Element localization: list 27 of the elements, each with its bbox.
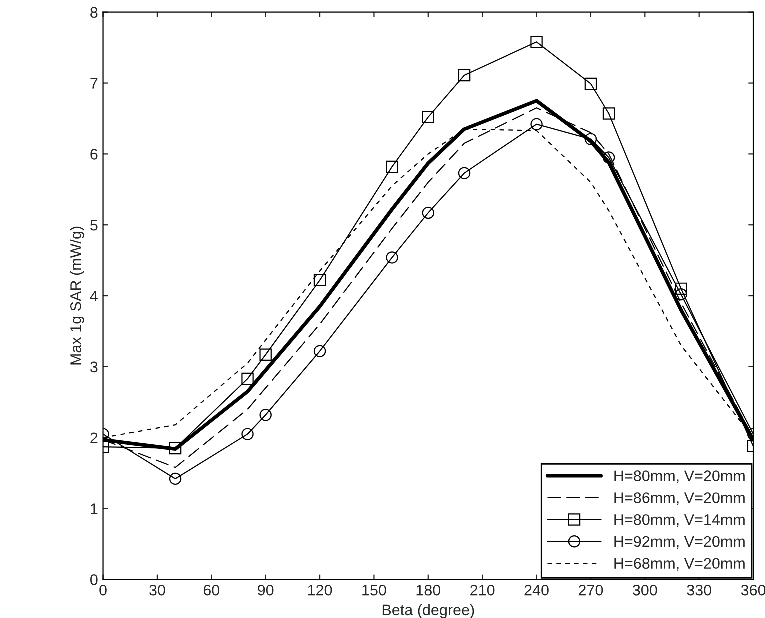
x-tick-label: 90	[258, 584, 274, 596]
y-tick-label: 3	[90, 362, 98, 373]
y-tick-label: 6	[90, 149, 98, 160]
legend-label: H=80mm, V=14mm	[614, 514, 745, 528]
y-axis-title: Max 1g SAR (mW/g)	[70, 226, 84, 365]
x-tick-label: 30	[150, 584, 166, 596]
y-tick-label: 8	[90, 7, 98, 18]
y-tick-label: 1	[91, 504, 98, 514]
y-tick-label: 0	[90, 574, 98, 586]
legend-label: H=86mm, V=20mm	[614, 492, 745, 506]
y-tick-label: 2	[90, 432, 98, 444]
x-tick-label: 240	[524, 584, 549, 596]
x-tick-label: 120	[308, 584, 332, 596]
legend-label: H=92mm, V=20mm	[614, 536, 745, 549]
y-tick-label: 5	[90, 220, 98, 231]
x-tick-label: 0	[100, 584, 107, 596]
x-tick-label: 150	[362, 584, 386, 596]
legend-label: H=68mm, V=20mm	[614, 558, 745, 571]
x-tick-label: 300	[632, 584, 658, 596]
x-tick-label: 270	[578, 584, 604, 596]
y-tick-label: 7	[90, 78, 98, 89]
x-tick-label: 60	[204, 584, 220, 596]
legend-label: H=80mm, V=20mm	[614, 470, 745, 484]
x-tick-label: 180	[416, 584, 441, 596]
x-tick-label: 210	[470, 584, 495, 596]
y-tick-label: 4	[90, 291, 98, 302]
x-tick-label: 330	[687, 584, 712, 596]
